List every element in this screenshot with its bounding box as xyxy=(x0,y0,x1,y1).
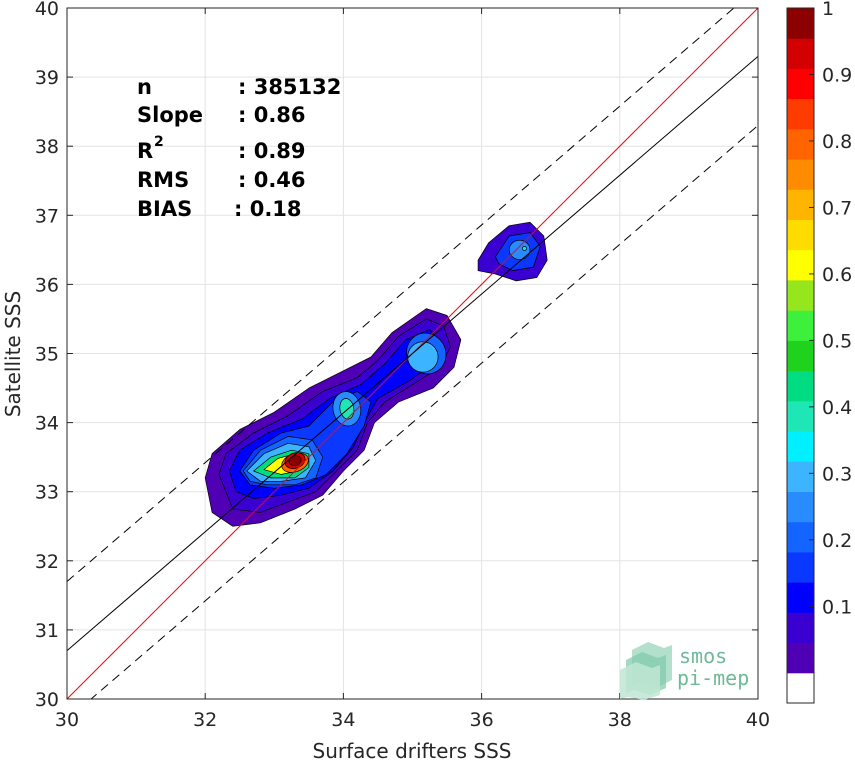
colorbar-tick-label: 0.5 xyxy=(822,330,852,352)
stat-rms-label: RMS xyxy=(137,168,189,192)
x-axis-label: Surface drifters SSS xyxy=(313,739,512,763)
colorbar-level xyxy=(787,400,814,432)
stat-bias-label: BIAS xyxy=(137,197,192,221)
reference-line-lower-bound xyxy=(90,125,758,699)
reference-line-regression xyxy=(67,55,758,652)
stat-r2-label: R xyxy=(137,139,153,163)
stat-slope-value: : 0.86 xyxy=(238,103,306,127)
logo-line-1: smos xyxy=(679,644,727,668)
y-tick-label: 38 xyxy=(35,136,59,158)
colorbar xyxy=(786,7,815,704)
y-tick-label: 33 xyxy=(35,482,59,504)
contour-secondary-inner xyxy=(339,398,355,420)
colorbar-tick-label: 0.7 xyxy=(822,197,852,219)
colorbar-level xyxy=(787,68,814,100)
colorbar-level xyxy=(787,672,814,704)
colorbar-level xyxy=(787,280,814,311)
colorbar-tick-label: 0.2 xyxy=(822,530,852,552)
colorbar-level xyxy=(787,249,814,281)
stat-rms-value: : 0.46 xyxy=(238,168,306,192)
y-tick-label: 40 xyxy=(35,0,59,20)
smos-pi-mep-logo: smos pi-mep xyxy=(620,642,749,700)
x-tick-label: 36 xyxy=(470,709,494,731)
colorbar-tick-label: 0.8 xyxy=(822,131,852,153)
contour-island-inner xyxy=(508,239,531,260)
colorbar-tick-label: 0.9 xyxy=(822,64,852,86)
colorbar-level xyxy=(787,491,814,523)
y-tick-label: 36 xyxy=(35,274,59,296)
reference-line-upper-bound xyxy=(67,8,735,582)
stat-r2-sup: 2 xyxy=(154,134,164,150)
colorbar-level xyxy=(787,189,814,220)
colorbar-level xyxy=(787,38,814,69)
x-tick-label: 38 xyxy=(608,709,632,731)
stat-n-label: n xyxy=(137,75,152,99)
x-axis: 30 32 34 36 38 40 xyxy=(55,8,770,731)
reference-lines xyxy=(67,8,758,699)
y-tick-label: 30 xyxy=(35,689,59,711)
colorbar-tick-label: 1 xyxy=(822,0,834,20)
y-axis: 30 31 32 33 34 35 36 37 38 39 40 xyxy=(35,0,758,711)
colorbar-level xyxy=(787,128,814,160)
x-tick-label: 34 xyxy=(331,709,355,731)
contour-island-peak xyxy=(522,246,527,251)
colorbar-level xyxy=(787,370,814,402)
y-tick-label: 37 xyxy=(35,205,59,227)
colorbar-level xyxy=(787,8,814,39)
density-contours xyxy=(204,221,548,527)
stat-r2-value: : 0.89 xyxy=(238,139,306,163)
colorbar-level xyxy=(787,159,814,190)
y-tick-label: 34 xyxy=(35,413,59,435)
x-tick-label: 40 xyxy=(746,709,770,731)
colorbar-tick-label: 0.4 xyxy=(822,397,852,419)
y-tick-label: 31 xyxy=(35,620,59,642)
stat-bias-value: : 0.18 xyxy=(234,197,302,221)
colorbar-level xyxy=(787,310,814,341)
contour-level-peak xyxy=(288,455,302,466)
logo-waves-icon xyxy=(620,642,672,700)
colorbar-level xyxy=(787,461,814,492)
y-axis-label: Satellite SSS xyxy=(1,291,25,417)
y-tick-label: 32 xyxy=(35,551,59,573)
colorbar-tick-label: 0.6 xyxy=(822,264,852,286)
y-tick-label: 39 xyxy=(35,67,59,89)
colorbar-tick-label: 0.3 xyxy=(822,463,852,485)
x-tick-label: 30 xyxy=(55,709,79,731)
colorbar-level xyxy=(787,582,814,613)
stats-box: n : 385132 Slope : 0.86 R 2 : 0.89 RMS :… xyxy=(137,75,341,221)
colorbar-level xyxy=(787,642,814,674)
y-tick-label: 35 xyxy=(35,344,59,366)
stat-n-value: : 385132 xyxy=(238,75,341,99)
colorbar-level xyxy=(787,431,814,462)
colorbar-frame xyxy=(786,7,815,704)
logo-line-2: pi-mep xyxy=(677,666,749,690)
colorbar-level xyxy=(787,551,814,583)
colorbar-ticks: 0.1 0.2 0.3 0.4 0.5 0.6 0.7 0.8 0.9 1 xyxy=(809,0,852,618)
colorbar-level xyxy=(787,521,814,553)
contour-third-inner xyxy=(407,341,439,373)
colorbar-tick-label: 0.1 xyxy=(822,596,852,618)
stat-slope-label: Slope xyxy=(137,103,203,127)
colorbar-level xyxy=(787,98,814,130)
colorbar-level xyxy=(787,219,814,251)
x-tick-label: 32 xyxy=(193,709,217,731)
colorbar-level xyxy=(787,340,814,372)
colorbar-level xyxy=(787,612,814,643)
